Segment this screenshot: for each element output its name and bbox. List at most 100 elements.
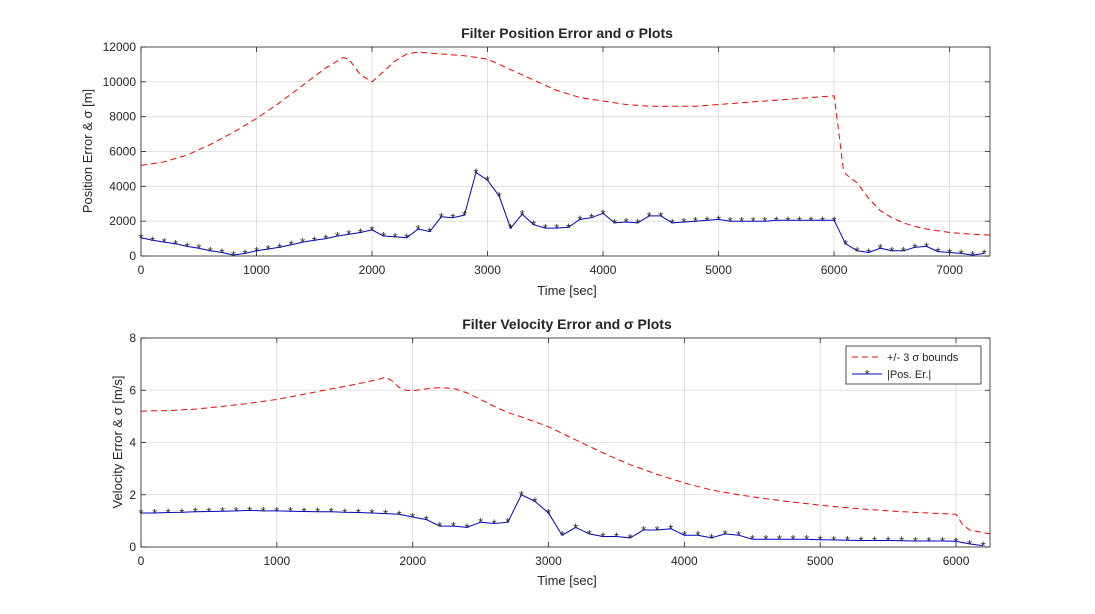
data-point-marker: * [682,528,687,543]
data-point-marker: * [577,212,582,227]
y-tick-label: 4 [129,436,136,450]
data-point-marker: * [152,506,157,521]
data-point-marker: * [797,213,802,228]
data-point-marker: * [655,523,660,538]
data-point-marker: * [427,225,432,240]
x-axis-label: Time [sec] [537,573,596,588]
data-point-marker: * [508,221,513,236]
data-point-marker: * [790,532,795,547]
data-point-marker: * [566,220,571,235]
y-tick-label: 0 [129,249,136,263]
data-point-marker: * [404,231,409,246]
data-point-marker: * [315,505,320,520]
y-axis-label: Velocity Error & σ [m/s] [110,376,125,509]
y-tick-label: 6 [129,383,136,397]
data-point-marker: * [641,523,646,538]
y-tick-label: 6000 [109,145,136,159]
data-point-marker: * [166,506,171,521]
x-tick-label: 3000 [535,554,562,568]
x-tick-label: 1000 [243,263,270,277]
data-point-marker: * [397,507,402,522]
position-error-plot: * * * * * * * * * * * * * * * * * * * * * * * * * * * * * * * * * * * * * * * *… [80,25,991,298]
data-point-marker: * [886,534,891,549]
data-point-marker: * [492,517,497,532]
x-axis-label: Time [sec] [537,283,596,298]
x-tick-label: 5000 [705,263,732,277]
data-point-marker: * [736,528,741,543]
y-tick-label: 2000 [109,214,136,228]
data-point-marker: * [845,533,850,548]
data-point-marker: * [462,208,467,223]
data-point-marker: * [464,520,469,535]
data-point-marker: * [437,519,442,534]
x-tick-label: 1000 [263,554,290,568]
data-point-marker: * [266,242,271,257]
data-point-marker: * [924,239,929,254]
data-point-marker: * [777,532,782,547]
data-point-marker: * [451,519,456,534]
data-point-marker: * [695,528,700,543]
data-point-marker: * [728,214,733,229]
data-point-marker: * [358,226,363,241]
velocity-error-plot: * * * * * * * * * * * * * * * * * * * * * * * * * * * * * * * * * * * * * * * *… [110,316,991,588]
data-point-marker: * [901,244,906,259]
data-point-marker: * [774,213,779,228]
data-point-marker: * [560,528,565,543]
data-point-marker: * [329,505,334,520]
data-point-marker: * [763,532,768,547]
data-point-marker: * [485,173,490,188]
x-tick-label: 4000 [590,263,617,277]
y-tick-label: 12000 [103,40,137,54]
x-tick-label: 3000 [474,263,501,277]
data-point-marker: * [220,504,225,519]
data-point-marker: * [668,522,673,537]
y-tick-label: 8 [129,331,136,345]
data-point-marker: * [967,537,972,552]
data-point-marker: * [208,244,213,259]
y-tick-label: 4000 [109,179,136,193]
y-tick-label: 0 [129,540,136,554]
data-point-marker: * [693,214,698,229]
data-point-marker: * [532,494,537,509]
x-tick-label: 6000 [821,263,848,277]
data-point-marker: * [546,506,551,521]
data-point-marker: * [424,513,429,528]
data-point-marker: * [587,527,592,542]
data-point-marker: * [866,246,871,261]
x-tick-label: 0 [138,554,145,568]
data-point-marker: * [300,235,305,250]
data-point-marker: * [274,504,279,519]
data-point-marker: * [473,165,478,180]
data-point-marker: * [959,246,964,261]
data-point-marker: * [926,534,931,549]
error-line [140,171,985,256]
data-point-marker: * [600,530,605,545]
data-point-marker: * [179,505,184,520]
data-point-marker: * [832,213,837,228]
data-point-marker: * [393,230,398,245]
data-point-marker: * [762,214,767,229]
data-point-marker: * [497,189,502,204]
data-point-marker: * [439,210,444,225]
data-point-marker: * [953,534,958,549]
legend-entry-bounds: +/- 3 σ bounds [887,352,959,364]
legend-star-marker: * [864,367,869,382]
data-point-marker: * [531,218,536,233]
data-point-marker: * [704,213,709,228]
data-point-marker: * [912,240,917,255]
data-point-marker: * [554,221,559,236]
data-point-marker: * [381,229,386,244]
bounds-line [140,51,991,236]
data-point-marker: * [519,488,524,503]
data-point-marker: * [935,245,940,260]
data-point-marker: * [889,244,894,259]
data-point-marker: * [818,533,823,548]
data-point-marker: * [709,531,714,546]
data-point-marker: * [206,505,211,520]
x-tick-label: 6000 [943,554,970,568]
data-point-marker: * [750,532,755,547]
x-tick-label: 2000 [399,554,426,568]
data-point-marker: * [312,233,317,248]
data-point-marker: * [234,504,239,519]
data-point-marker: * [858,534,863,549]
